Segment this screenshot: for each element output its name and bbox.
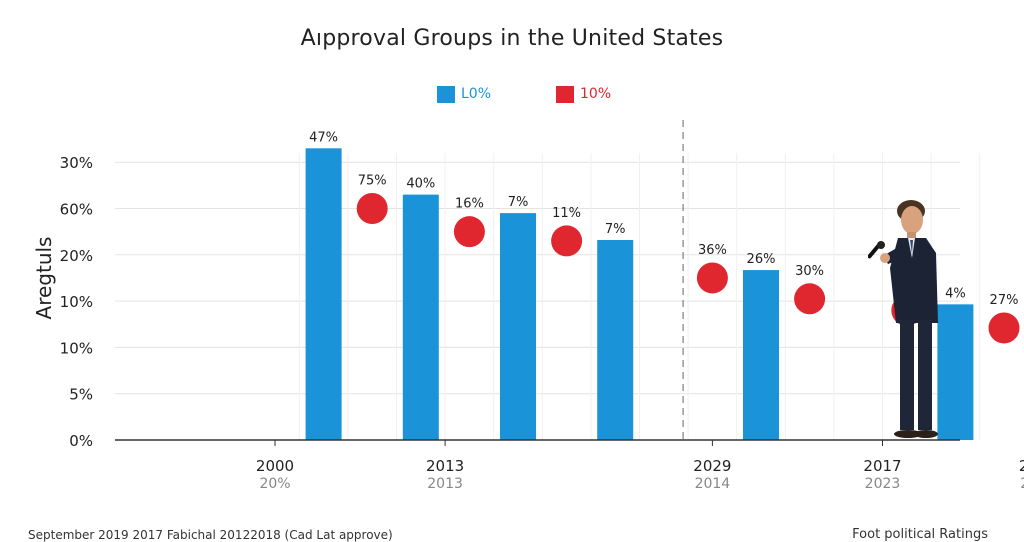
bar: [305, 148, 342, 440]
x-tick-sublabel: 2014: [1020, 476, 1024, 492]
x-tick-sublabel: 2023: [865, 476, 901, 492]
dot: [356, 193, 388, 224]
dot: [988, 312, 1020, 344]
speaker-figure: [868, 200, 938, 438]
x-tick-label: 2016: [1019, 457, 1024, 475]
bar-data-label: 4%: [945, 286, 966, 301]
y-tick-label: 10%: [60, 339, 93, 357]
bar: [743, 270, 779, 440]
dot: [453, 216, 485, 248]
x-tick-sublabel: 20%: [259, 476, 290, 492]
dot-data-label: 16%: [455, 197, 484, 212]
x-tick-label: 2017: [863, 457, 901, 475]
y-tick-label: 10%: [60, 293, 93, 311]
chart-title: Aıpproval Groups in the United States: [300, 26, 724, 51]
dot: [551, 225, 583, 257]
legend-item-red: 10%: [556, 84, 611, 104]
bar: [402, 194, 439, 440]
bar-data-label: 26%: [747, 252, 776, 267]
x-tick-label: 2000: [256, 457, 294, 475]
bar-data-label: 7%: [508, 195, 529, 210]
bar-data-label: 47%: [309, 130, 338, 145]
legend-label-blue: L0%: [461, 86, 492, 102]
bar: [500, 213, 536, 440]
dot: [696, 262, 728, 294]
dot-data-label: 27%: [990, 293, 1019, 308]
y-tick-label: 0%: [69, 432, 93, 450]
bar-data-label: 7%: [605, 222, 626, 237]
legend-label-red: 10%: [580, 86, 612, 102]
y-tick-label: 30%: [60, 154, 93, 172]
dot-data-label: 75%: [358, 174, 387, 189]
y-tick-label: 20%: [60, 247, 93, 265]
bar: [597, 239, 634, 440]
bar: [937, 304, 974, 440]
dot-data-label: 30%: [795, 264, 824, 279]
footer-source-text: September 2019 2017 Fabichal 20122018 (C…: [28, 528, 393, 542]
legend-swatch-blue: [437, 85, 455, 103]
legend-item-blue: L0%: [437, 84, 491, 104]
dot-data-label: 11%: [552, 206, 581, 221]
y-tick-label: 5%: [69, 386, 93, 404]
dot-data-label: 36%: [698, 243, 727, 258]
footer-credit-text: Foot political Ratings: [852, 527, 988, 542]
bar-data-label: 40%: [406, 177, 435, 192]
legend-swatch-red: [556, 85, 574, 103]
x-tick-label: 2029: [693, 457, 731, 475]
y-tick-label: 60%: [60, 201, 93, 219]
dot: [794, 283, 826, 315]
x-tick-label: 2013: [426, 457, 464, 475]
x-tick-sublabel: 2014: [695, 476, 731, 492]
x-tick-sublabel: 2013: [427, 476, 463, 492]
